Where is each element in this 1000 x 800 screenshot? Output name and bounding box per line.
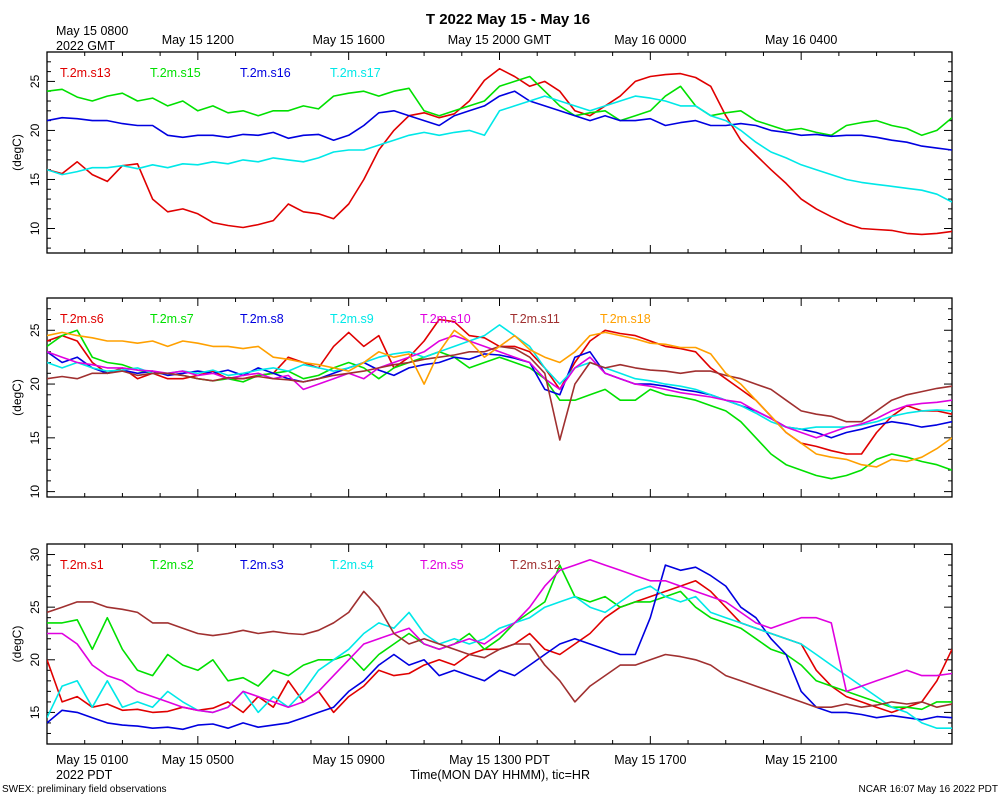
series-line-T.2m.s12 [47, 590, 952, 709]
footer-right-note: NCAR 16:07 May 16 2022 PDT [858, 784, 998, 795]
series-line-T.2m.s10 [47, 334, 952, 439]
y-tick-label: 20 [28, 123, 42, 137]
panel-frame [46, 297, 953, 498]
pdt-tick-label: May 15 1300 PDT [449, 753, 550, 767]
series-line-T.2m.s16 [47, 90, 952, 151]
panels-group: 10 15 20 25 (degC) T.2m.s13 T.2m.s15 T.2m.s16 T.… [10, 51, 953, 745]
series-line-T.2m.s1 [47, 579, 952, 714]
y-tick-label: 10 [28, 221, 42, 235]
pdt-tick-label: May 15 0900 [313, 753, 385, 767]
legend-label-T.2m.s5: T.2m.s5 [420, 558, 464, 572]
y-tick-label: 20 [28, 377, 42, 391]
gmt-tick-label: May 16 0400 [765, 33, 837, 47]
legend-label-T.2m.s16: T.2m.s16 [240, 66, 291, 80]
pdt-time-labels: May 15 0100 May 15 0500 May 15 0900 May 15 … [56, 753, 837, 767]
y-tick-label: 25 [28, 74, 42, 88]
series-line-T.2m.s2 [47, 564, 952, 711]
x-axis-label: Time(MON DAY HHMM), tic=HR [410, 768, 590, 782]
gmt-tick-label: May 15 2000 GMT [448, 33, 552, 47]
pdt-tick-label: May 15 0500 [162, 753, 234, 767]
y-tick-label: 15 [28, 705, 42, 719]
legend-label-T.2m.s12: T.2m.s12 [510, 558, 561, 572]
legend-label-T.2m.s13: T.2m.s13 [60, 66, 111, 80]
y-tick-label: 15 [28, 172, 42, 186]
legend-label-T.2m.s2: T.2m.s2 [150, 558, 194, 572]
legend-label-T.2m.s18: T.2m.s18 [600, 312, 651, 326]
panel-middle: 10 15 20 25 (degC) T.2m.s6 T.2m.s7 T.2m.s8 T.2m.… [10, 297, 953, 499]
bottom-first-label-line2: 2022 PDT [56, 768, 113, 782]
panel-frame [46, 543, 953, 745]
legend-label-T.2m.s11: T.2m.s11 [510, 312, 560, 326]
y-axis-label: (degC) [10, 134, 24, 171]
legend-label-T.2m.s7: T.2m.s7 [150, 312, 194, 326]
legend-label-T.2m.s17: T.2m.s17 [330, 66, 381, 80]
panel-bottom: 15 20 25 30 (degC) T.2m.s1 T.2m.s2 T.2m.s3 T.2m.… [10, 543, 953, 745]
panel-frame [46, 51, 953, 254]
gmt-tick-label: May 15 1600 [313, 33, 385, 47]
gmt-tick-label: May 16 0000 [614, 33, 686, 47]
legend-label-T.2m.s15: T.2m.s15 [150, 66, 201, 80]
series-line-T.2m.s18 [47, 329, 952, 468]
figure-title: T 2022 May 15 - May 16 [426, 11, 590, 28]
y-tick-label: 25 [28, 600, 42, 614]
legend-label-T.2m.s9: T.2m.s9 [330, 312, 374, 326]
legend-label-T.2m.s8: T.2m.s8 [240, 312, 284, 326]
pdt-tick-label: May 15 0100 [56, 753, 128, 767]
footer-left-note: SWEX: preliminary field observations [2, 784, 167, 795]
top-first-label-line1: May 15 0800 [56, 24, 128, 38]
y-tick-label: 25 [28, 323, 42, 337]
y-tick-label: 10 [28, 485, 42, 499]
series-line-T.2m.s5 [47, 558, 952, 714]
top-first-label-line2: 2022 GMT [56, 39, 115, 53]
legend-label-T.2m.s1: T.2m.s1 [60, 558, 104, 572]
pdt-tick-label: May 15 1700 [614, 753, 686, 767]
series-line-T.2m.s8 [47, 350, 952, 439]
legend-label-T.2m.s4: T.2m.s4 [330, 558, 374, 572]
series-line-T.2m.s9 [47, 324, 952, 431]
gmt-time-labels: May 15 1200 May 15 1600 May 15 2000 GMT May… [162, 33, 838, 47]
y-tick-label: 20 [28, 653, 42, 667]
series-line-T.2m.s11 [47, 345, 952, 441]
series-line-T.2m.s6 [47, 318, 952, 455]
series-line-T.2m.s15 [47, 75, 952, 137]
legend-label-T.2m.s10: T.2m.s10 [420, 312, 471, 326]
legend-label-T.2m.s3: T.2m.s3 [240, 558, 284, 572]
pdt-tick-label: May 15 2100 [765, 753, 837, 767]
series-line-T.2m.s17 [47, 95, 952, 203]
y-tick-label: 15 [28, 431, 42, 445]
gmt-tick-label: May 15 1200 [162, 33, 234, 47]
legend-label-T.2m.s6: T.2m.s6 [60, 312, 104, 326]
y-axis-label: (degC) [10, 626, 24, 663]
y-tick-label: 30 [28, 548, 42, 562]
series-line-T.2m.s13 [47, 67, 952, 236]
y-axis-label: (degC) [10, 379, 24, 416]
series-line-T.2m.s3 [47, 564, 952, 731]
panel-top: 10 15 20 25 (degC) T.2m.s13 T.2m.s15 T.2m.s16 T.… [10, 51, 953, 254]
